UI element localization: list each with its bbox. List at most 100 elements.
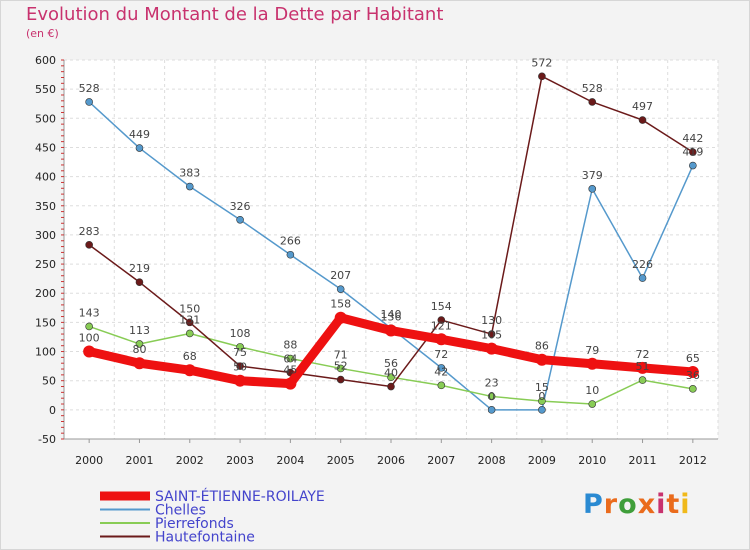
data-label: 45	[283, 364, 297, 377]
data-label: 130	[481, 314, 502, 327]
data-label: 154	[431, 300, 452, 313]
data-point	[185, 318, 194, 327]
data-point	[588, 185, 597, 193]
x-tick-label: 2009	[528, 454, 556, 467]
data-point	[336, 364, 345, 373]
data-label: 105	[481, 329, 502, 342]
x-tick-label: 2005	[327, 454, 355, 467]
legend-label: Chelles	[155, 503, 206, 519]
x-tick-label: 2007	[427, 454, 455, 467]
data-point	[689, 148, 697, 156]
data-point	[487, 406, 496, 414]
data-point	[387, 373, 395, 381]
data-label: 72	[636, 348, 650, 361]
x-tick-label: 2004	[276, 454, 304, 467]
data-point	[385, 324, 397, 337]
data-point	[538, 406, 546, 414]
data-label: 283	[79, 225, 100, 238]
data-label: 150	[179, 302, 200, 315]
data-label: 136	[381, 311, 402, 324]
data-label: 15	[535, 381, 549, 394]
data-label: 326	[230, 200, 251, 213]
data-point	[636, 361, 649, 374]
data-label: 449	[129, 128, 150, 141]
data-label: 528	[582, 82, 603, 95]
data-point	[638, 376, 647, 384]
data-point	[183, 364, 196, 377]
data-label: 40	[384, 367, 398, 380]
legend-label: SAINT-ÉTIENNE-ROILAYE	[155, 488, 325, 505]
data-point	[387, 382, 395, 391]
data-point	[236, 343, 244, 351]
data-point	[638, 116, 647, 124]
data-label: 56	[384, 357, 398, 370]
data-label: 86	[535, 340, 549, 353]
data-label: 226	[632, 258, 653, 271]
legend-label: Hautefontaine	[155, 530, 255, 546]
data-label: 207	[330, 269, 351, 282]
y-tick-label: 350	[35, 200, 56, 213]
y-tick-label: -50	[38, 433, 56, 446]
data-label: 71	[334, 348, 348, 361]
data-point	[85, 98, 93, 106]
data-label: 121	[431, 319, 452, 332]
x-tick-label: 2000	[75, 454, 103, 467]
x-tick-label: 2011	[629, 454, 657, 467]
data-label: 64	[283, 353, 297, 366]
data-label: 10	[585, 384, 599, 397]
data-point	[133, 357, 146, 370]
data-label: 52	[334, 360, 348, 373]
data-point	[638, 274, 647, 282]
y-tick-label: 200	[35, 287, 56, 300]
data-label: 131	[179, 313, 200, 326]
data-point	[334, 311, 347, 324]
data-point	[437, 316, 446, 324]
data-point	[185, 329, 194, 338]
legend-label: Pierrefonds	[155, 516, 234, 532]
data-label: 419	[682, 146, 703, 159]
data-label: 42	[434, 365, 448, 378]
proxiti-logo: Proxiti	[583, 489, 691, 520]
y-tick-label: 100	[35, 346, 56, 359]
data-point	[689, 161, 697, 170]
y-tick-label: 150	[35, 316, 56, 329]
data-label: 100	[79, 332, 100, 345]
data-point	[236, 362, 244, 370]
chart-title: Evolution du Montant de la Dette par Hab…	[26, 4, 444, 25]
y-tick-label: 50	[42, 375, 56, 388]
data-point	[185, 182, 194, 191]
data-label: 88	[283, 339, 297, 352]
data-label: 497	[632, 100, 653, 113]
data-label: 572	[531, 56, 552, 69]
data-point	[135, 144, 144, 152]
y-tick-label: 400	[35, 171, 56, 184]
x-tick-label: 2001	[125, 454, 153, 467]
data-point	[85, 241, 93, 249]
data-label: 113	[129, 324, 150, 337]
y-tick-label: 300	[35, 229, 56, 242]
data-point	[435, 333, 448, 346]
data-label: 36	[686, 369, 700, 382]
data-label: 266	[280, 235, 301, 248]
data-point	[236, 215, 244, 224]
x-tick-label: 2002	[176, 454, 204, 467]
data-point	[336, 285, 345, 293]
data-label: 0	[538, 390, 545, 403]
data-label: 383	[179, 167, 200, 180]
y-tick-label: 250	[35, 258, 56, 271]
data-label: 75	[233, 346, 247, 359]
data-label: 72	[434, 348, 448, 361]
data-label: 442	[682, 132, 703, 145]
data-label: 0	[488, 390, 495, 403]
data-label: 140	[381, 308, 402, 321]
x-tick-label: 2012	[679, 454, 707, 467]
data-point	[586, 357, 599, 370]
data-point	[538, 72, 546, 81]
data-point	[487, 392, 496, 401]
y-tick-label: 450	[35, 141, 56, 154]
data-label: 23	[485, 376, 499, 389]
data-label: 80	[132, 343, 146, 356]
x-tick-label: 2010	[578, 454, 606, 467]
data-label: 379	[582, 169, 603, 182]
data-point	[284, 377, 297, 390]
